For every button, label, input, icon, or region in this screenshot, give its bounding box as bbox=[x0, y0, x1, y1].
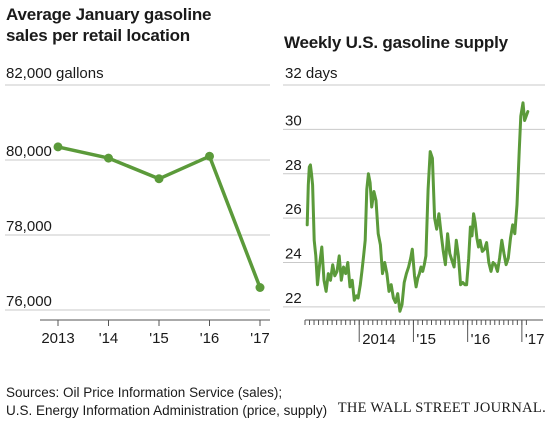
left-x-tick-label: '16 bbox=[200, 330, 220, 347]
left-chart-title: Average January gasoline sales per retai… bbox=[6, 5, 212, 45]
right-y-tick-label: 24 bbox=[285, 246, 302, 263]
right-chart-title: Weekly U.S. gasoline supply bbox=[284, 33, 508, 52]
left-y-tick-label: 80,000 bbox=[6, 143, 52, 160]
left-data-point bbox=[104, 153, 113, 163]
left-data-point bbox=[154, 174, 164, 184]
right-y-tick-label: 22 bbox=[285, 290, 302, 307]
left-x-tick-label: '17 bbox=[250, 330, 270, 347]
left-data-point bbox=[255, 283, 265, 292]
left-y-tick-label: 76,000 bbox=[6, 293, 52, 310]
sources-line-1: Sources: Oil Price Information Service (… bbox=[6, 385, 283, 400]
left-y-tick-label: 78,000 bbox=[6, 218, 52, 235]
right-x-tick-label: '16 bbox=[471, 331, 491, 348]
sources-line-2: U.S. Energy Information Administration (… bbox=[6, 403, 328, 418]
left-data-point bbox=[205, 151, 214, 161]
left-x-tick-label: '15 bbox=[149, 330, 169, 347]
right-series-line bbox=[305, 101, 530, 313]
left-data-point bbox=[53, 142, 63, 152]
right-y-tick-label: 30 bbox=[285, 112, 302, 129]
right-x-tick-label: '17 bbox=[525, 331, 545, 348]
right-y-tick-label: 28 bbox=[285, 157, 302, 174]
right-x-tick-label: 2014 bbox=[362, 331, 395, 348]
publisher-wordmark: THE WALL STREET JOURNAL. bbox=[337, 400, 546, 416]
sources-note: Sources: Oil Price Information Service (… bbox=[6, 384, 327, 420]
left-x-tick-label: 2013 bbox=[41, 330, 74, 347]
right-y-tick-label: 26 bbox=[285, 201, 302, 218]
right-x-tick-label: '15 bbox=[416, 331, 436, 348]
right-unit-label: 32 days bbox=[285, 65, 338, 82]
left-series-line bbox=[56, 145, 262, 290]
left-x-tick-label: '14 bbox=[99, 330, 119, 347]
left-unit-label: 82,000 gallons bbox=[6, 65, 104, 82]
